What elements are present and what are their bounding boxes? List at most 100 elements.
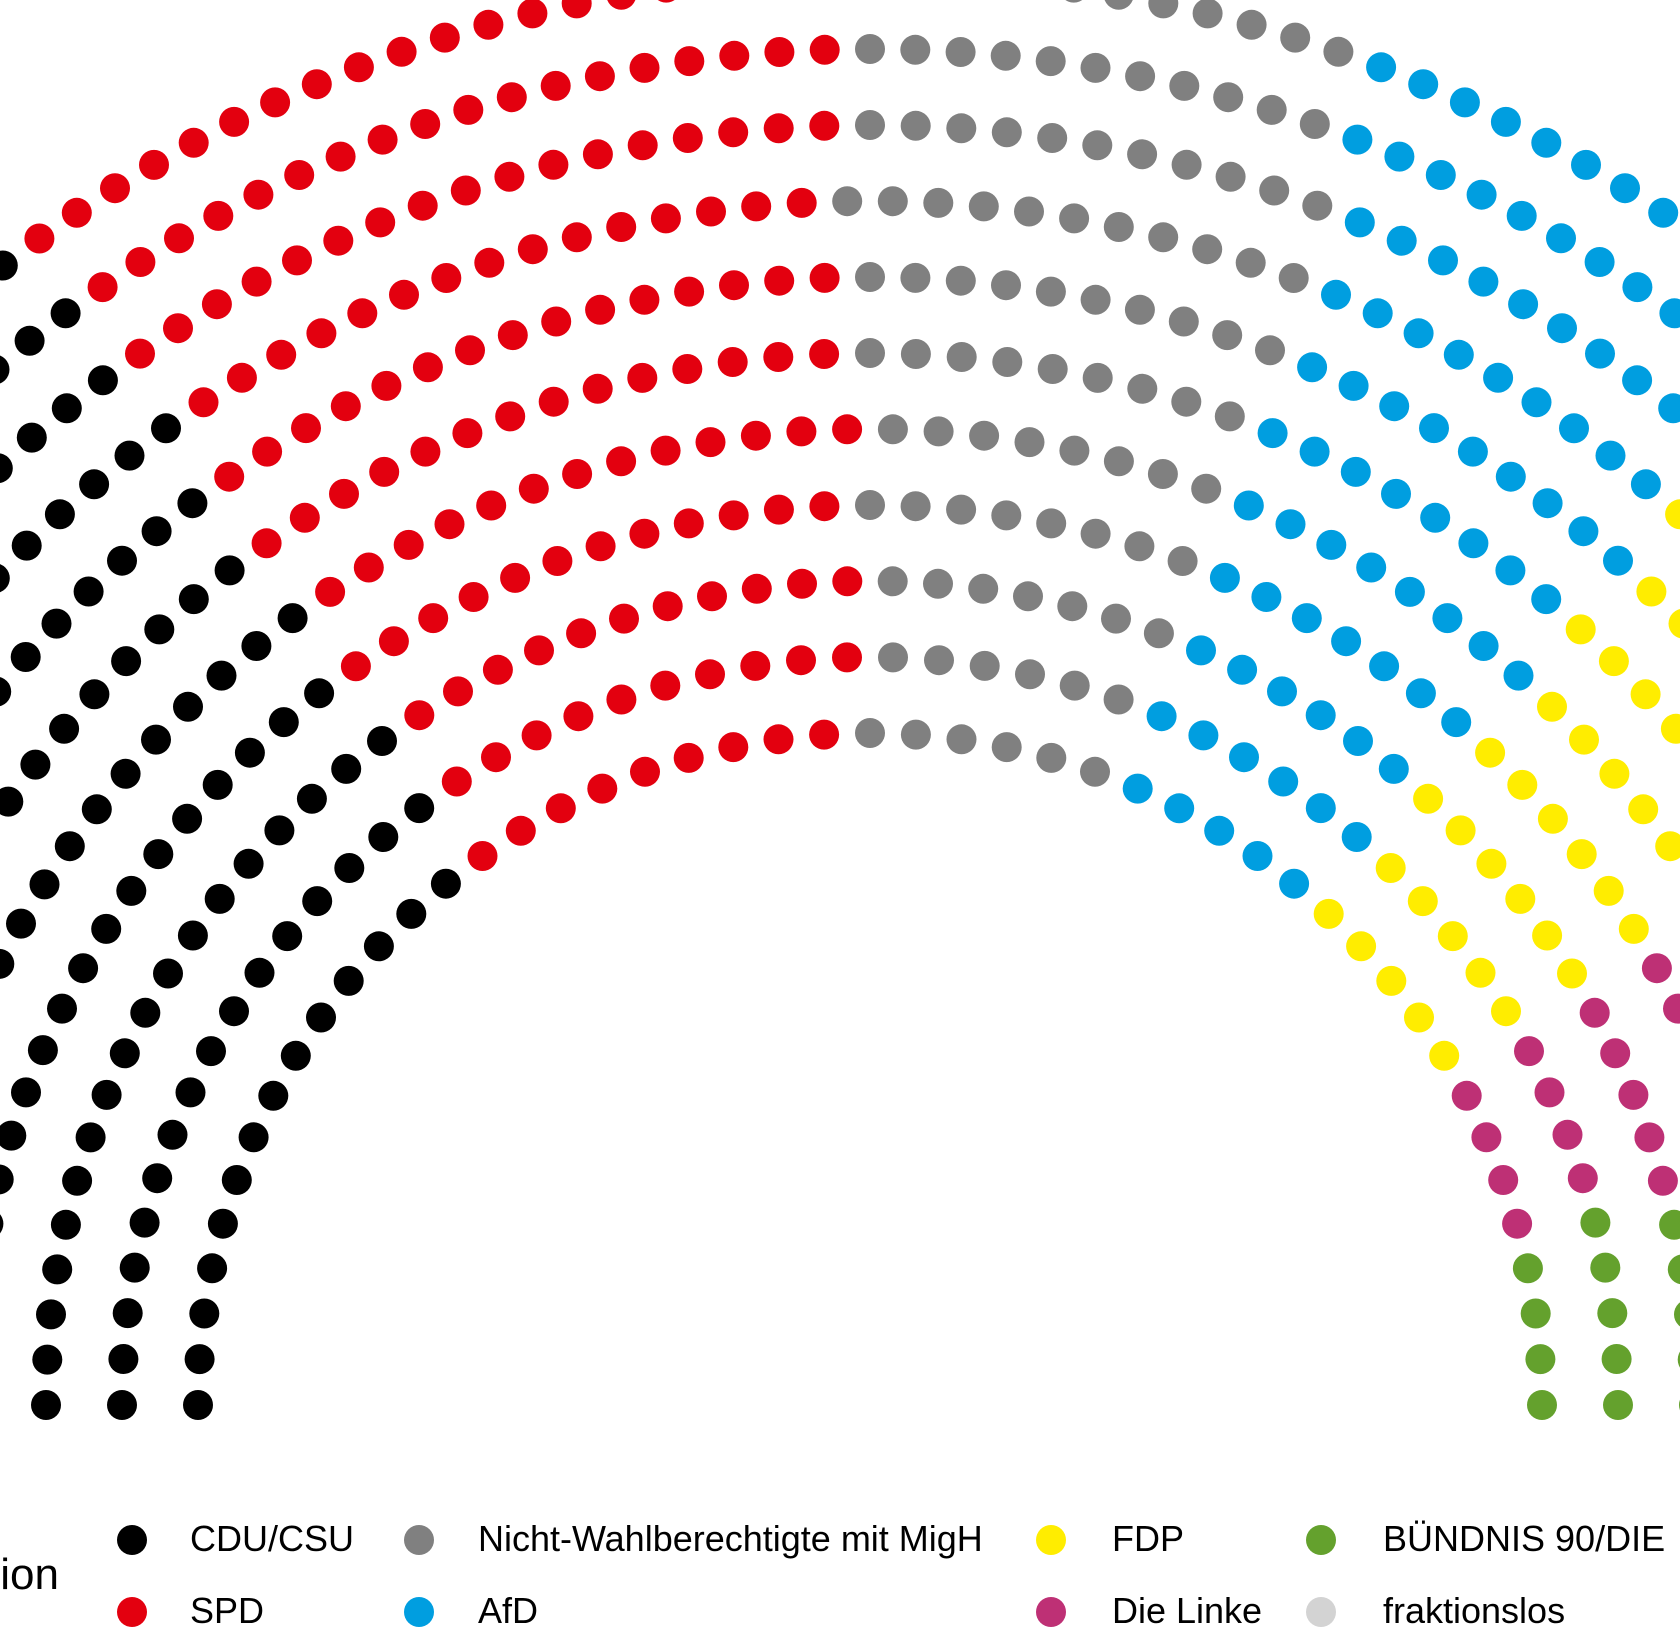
seat-fdp bbox=[1630, 679, 1661, 710]
seat-spd bbox=[474, 247, 505, 278]
seat-spd bbox=[697, 581, 727, 612]
seat-afd bbox=[1531, 584, 1562, 615]
seat-afd bbox=[1622, 272, 1653, 303]
seat-nicht-wahlberechtigte-mit-migh bbox=[945, 265, 976, 296]
seat-spd bbox=[809, 719, 840, 750]
seat-nicht-wahlberechtigte-mit-migh bbox=[1256, 94, 1287, 125]
legend-marker-nicht-wahlberechtigte-mit-migh bbox=[404, 1525, 434, 1555]
seat-afd bbox=[1405, 678, 1436, 709]
seat-cdu-csu bbox=[404, 793, 435, 824]
seat-cdu-csu bbox=[204, 883, 235, 914]
seat-spd bbox=[330, 391, 361, 422]
seat-spd bbox=[452, 418, 483, 449]
seat-afd bbox=[1571, 149, 1601, 180]
seat-nicht-wahlberechtigte-mit-migh bbox=[945, 37, 976, 67]
seat-die-linke bbox=[1514, 1036, 1544, 1067]
seat-spd bbox=[219, 106, 250, 137]
seat-nicht-wahlberechtigte-mit-migh bbox=[877, 186, 908, 217]
seat-spd bbox=[473, 9, 504, 40]
seat-nicht-wahlberechtigte-mit-migh bbox=[1299, 109, 1330, 139]
seat-spd bbox=[538, 149, 569, 180]
seat-spd bbox=[458, 582, 489, 612]
seat-afd bbox=[1419, 413, 1449, 444]
seat-cdu-csu bbox=[202, 769, 233, 800]
seat-cdu-csu bbox=[268, 707, 299, 738]
seat-afd bbox=[1209, 562, 1240, 593]
seat-cdu-csu bbox=[114, 440, 145, 471]
seat-afd bbox=[1331, 626, 1362, 657]
seat-nicht-wahlberechtigte-mit-migh bbox=[900, 719, 931, 750]
seat-afd bbox=[1338, 370, 1369, 401]
seat-cdu-csu bbox=[41, 608, 72, 639]
seat-spd bbox=[125, 247, 156, 277]
seat-spd bbox=[741, 573, 772, 604]
seat-spd bbox=[125, 338, 155, 369]
seat-afd bbox=[1425, 160, 1456, 190]
seat-nicht-wahlberechtigte-mit-migh bbox=[1037, 354, 1068, 384]
seat-afd bbox=[1483, 362, 1514, 393]
seat-spd bbox=[252, 436, 283, 467]
seat-spd bbox=[371, 370, 402, 401]
seat-spd bbox=[741, 191, 772, 222]
seat-afd bbox=[1428, 245, 1458, 276]
seat-spd bbox=[505, 815, 536, 846]
seat-spd bbox=[226, 362, 257, 393]
seat-cdu-csu bbox=[116, 875, 147, 906]
seat-spd bbox=[717, 347, 748, 377]
seat-nicht-wahlberechtigte-mit-migh bbox=[1124, 531, 1155, 562]
seat-afd bbox=[1275, 509, 1306, 540]
seat-spd bbox=[582, 373, 613, 404]
seat-afd bbox=[1299, 436, 1330, 467]
seat-nicht-wahlberechtigte-mit-migh bbox=[1103, 684, 1134, 715]
seat-spd bbox=[87, 272, 118, 303]
seat-spd bbox=[201, 289, 232, 320]
seat-fdp bbox=[1636, 576, 1667, 607]
seat-fdp bbox=[1437, 921, 1468, 952]
seat-spd bbox=[740, 420, 771, 451]
seat-nicht-wahlberechtigte-mit-migh bbox=[946, 342, 977, 372]
seat-nicht-wahlberechtigte-mit-migh bbox=[855, 262, 885, 292]
seat-cdu-csu bbox=[306, 1002, 336, 1033]
seat-cdu-csu bbox=[119, 1252, 150, 1283]
seat-cdu-csu bbox=[11, 1077, 41, 1108]
seat-spd bbox=[214, 461, 245, 492]
seat-spd bbox=[393, 529, 424, 560]
seat-spd bbox=[476, 490, 507, 521]
seat-nicht-wahlberechtigte-mit-migh bbox=[877, 566, 908, 597]
seat-cdu-csu bbox=[81, 794, 112, 825]
seat-cdu-csu bbox=[184, 1344, 215, 1375]
seat-afd bbox=[1343, 726, 1373, 756]
seat-cdu-csu bbox=[142, 1163, 173, 1194]
seat-nicht-wahlberechtigte-mit-migh bbox=[1035, 276, 1066, 307]
seat-cdu-csu bbox=[107, 1390, 137, 1420]
seat-nicht-wahlberechtigte-mit-migh bbox=[1103, 446, 1134, 477]
seat-spd bbox=[809, 491, 840, 522]
seat-afd bbox=[1532, 488, 1563, 519]
seat-afd bbox=[1316, 529, 1347, 560]
seat-spd bbox=[323, 225, 354, 256]
seat-nicht-wahlberechtigte-mit-migh bbox=[1059, 203, 1090, 234]
seat-spd bbox=[650, 435, 681, 466]
seat-spd bbox=[650, 670, 681, 701]
seat-spd bbox=[809, 34, 840, 65]
seat-nicht-wahlberechtigte-mit-migh bbox=[1302, 190, 1333, 221]
seat-afd bbox=[1568, 516, 1599, 547]
seat-nicht-wahlberechtigte-mit-migh bbox=[900, 339, 931, 369]
seat-die-linke bbox=[1641, 953, 1672, 984]
seat-spd bbox=[340, 651, 371, 682]
seat-afd bbox=[1251, 582, 1282, 612]
seat-fdp bbox=[1599, 758, 1630, 789]
seat-nicht-wahlberechtigte-mit-migh bbox=[1014, 196, 1044, 227]
seat-spd bbox=[203, 200, 234, 231]
seat-afd bbox=[1344, 207, 1375, 238]
seat-spd bbox=[561, 222, 592, 253]
seat-afd bbox=[1490, 106, 1521, 137]
seat-spd bbox=[606, 684, 637, 715]
seat-nicht-wahlberechtigte-mit-migh bbox=[1235, 247, 1266, 278]
seat-cdu-csu bbox=[54, 831, 85, 862]
seat-spd bbox=[284, 160, 315, 190]
seat-spd bbox=[764, 265, 795, 296]
seat-afd bbox=[1381, 478, 1411, 509]
seat-nicht-wahlberechtigte-mit-migh bbox=[855, 34, 885, 64]
seat-spd bbox=[389, 279, 419, 310]
